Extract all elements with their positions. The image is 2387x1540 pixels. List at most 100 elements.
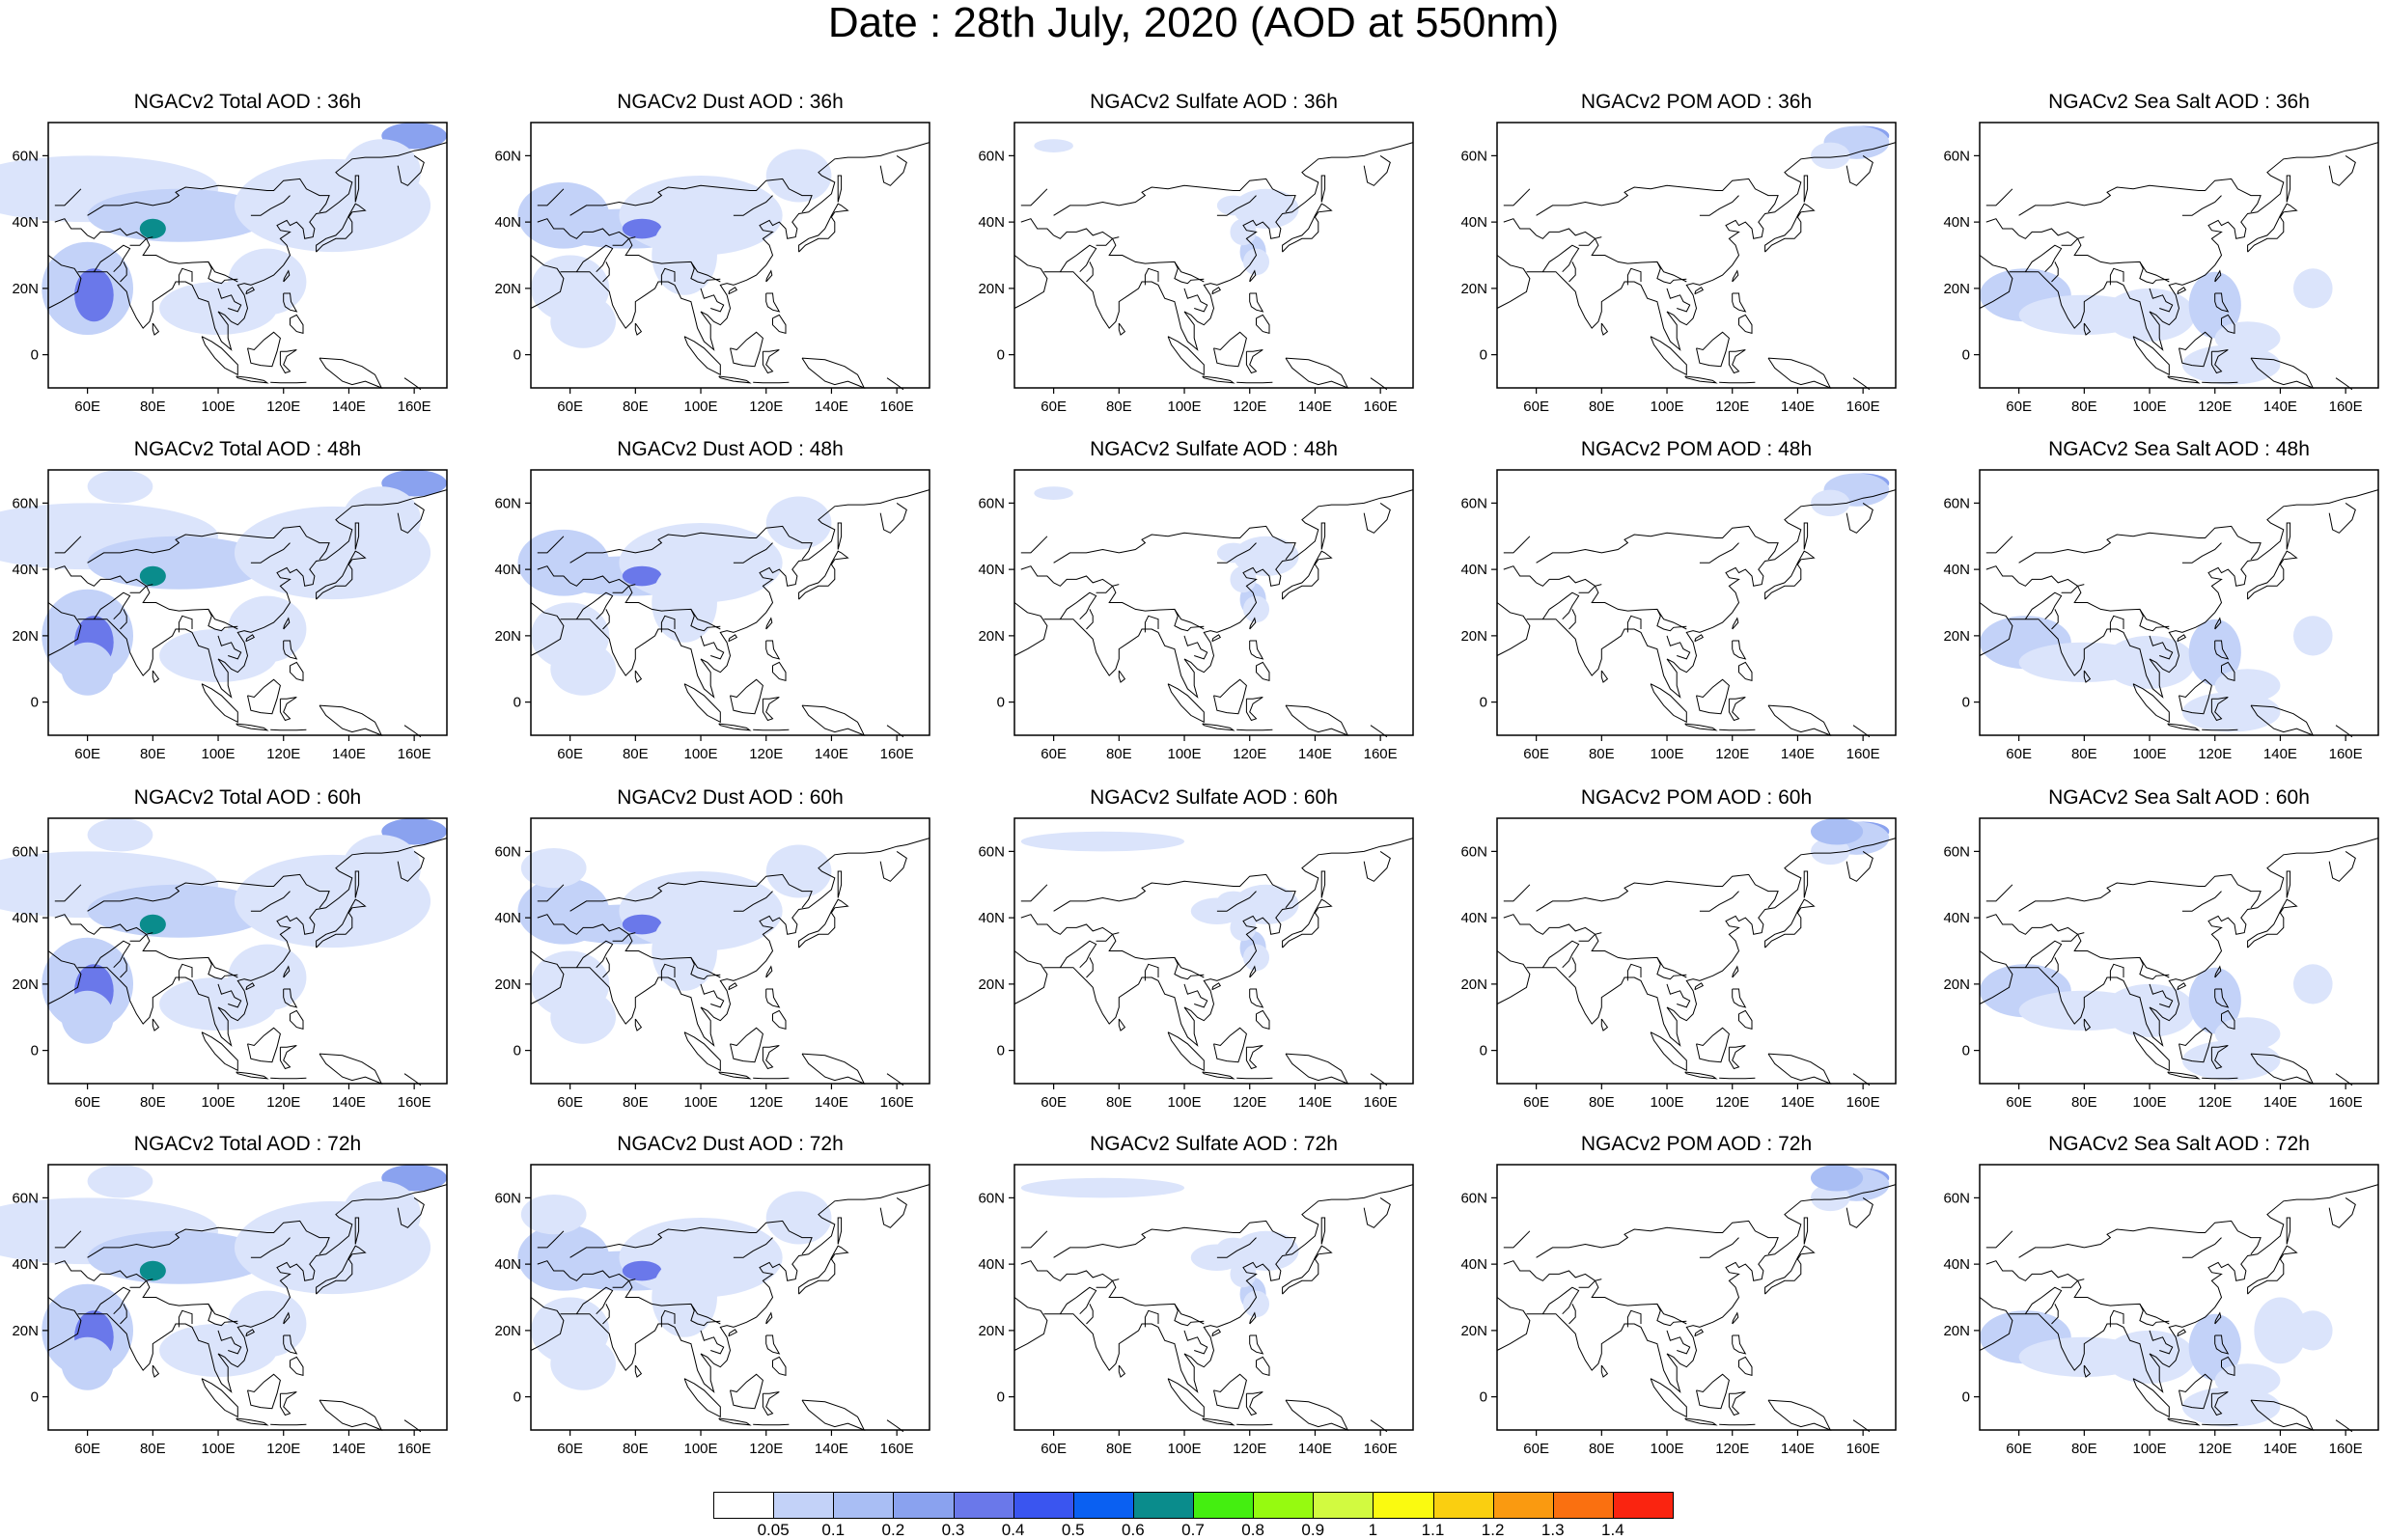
lon-tick-label: 80E <box>140 1094 166 1111</box>
aod-plume <box>2292 964 2333 1004</box>
aod-plume <box>2181 692 2281 732</box>
lon-tick-label: 60E <box>74 1441 100 1457</box>
lat-tick-label: 20N <box>1943 281 1970 297</box>
panel-title: NGACv2 Sea Salt AOD : 72h <box>2048 1133 2310 1155</box>
aod-plume <box>2103 983 2196 1037</box>
main-title: Date : 28th July, 2020 (AOD at 550nm) <box>827 0 1560 46</box>
colorbar-label: 0.6 <box>1122 1521 1145 1539</box>
panel-title: NGACv2 Sulfate AOD : 60h <box>1090 786 1338 809</box>
aod-plume <box>1020 1177 1185 1198</box>
map-frame <box>530 122 930 389</box>
aod-plume <box>1190 897 1243 924</box>
panel-title: NGACv2 Sulfate AOD : 36h <box>1090 91 1338 113</box>
lon-tick-label: 100E <box>1651 746 1684 762</box>
colorbar-swatch <box>1552 1492 1614 1519</box>
lon-tick-label: 80E <box>1589 746 1615 762</box>
lon-tick-label: 140E <box>815 746 848 762</box>
lat-tick-label: 0 <box>1480 347 1487 364</box>
lat-tick-label: 0 <box>1480 1389 1487 1406</box>
lon-tick-label: 140E <box>2263 1094 2297 1111</box>
lon-tick-label: 100E <box>1168 1441 1202 1457</box>
map-panel: 60E 80E 100E 120E 140E 160E 60N 40N 20N 0 <box>1460 469 1897 762</box>
lon-tick-label: 80E <box>2071 399 2097 415</box>
map-frame <box>1979 817 2379 1085</box>
lat-tick-label: 60N <box>1460 843 1487 860</box>
lon-tick-label: 120E <box>749 1094 783 1111</box>
lon-tick-label: 120E <box>749 1441 783 1457</box>
aod-field <box>517 1191 832 1390</box>
aod-plume <box>2181 1387 2281 1427</box>
aod-plume <box>1230 218 1257 246</box>
lat-tick-label: 40N <box>978 562 1005 578</box>
map-panel: 60E 80E 100E 120E 140E 160E 60N 40N 20N 0 <box>1460 817 1897 1111</box>
lon-tick-label: 100E <box>1168 399 1202 415</box>
lat-tick-label: 60N <box>1943 495 1970 511</box>
aod-plume <box>1810 1184 1850 1212</box>
colorbar-label: 0.7 <box>1181 1521 1205 1539</box>
lat-tick-label: 60N <box>978 843 1005 860</box>
map-panel: 60E 80E 100E 120E 140E 160E 60N 40N 20N 0 <box>978 469 1414 762</box>
aod-plume <box>1233 884 1299 924</box>
colorbar-swatch <box>833 1492 895 1519</box>
colorbar-swatch <box>893 1492 955 1519</box>
aod-plume <box>342 139 421 206</box>
lon-tick-label: 100E <box>1168 1094 1202 1111</box>
aod-plume <box>1810 838 1850 866</box>
lon-tick-label: 160E <box>880 1441 914 1457</box>
lon-tick-label: 100E <box>202 1441 236 1457</box>
lat-tick-label: 40N <box>12 910 39 926</box>
aod-field <box>0 1165 448 1390</box>
lon-tick-label: 140E <box>815 1094 848 1111</box>
coastlines <box>1979 489 2379 738</box>
lat-tick-label: 60N <box>978 495 1005 511</box>
map-panel: 60E 80E 100E 120E 140E 160E 60N 40N 20N 0 <box>494 1164 930 1457</box>
aod-field <box>1810 818 1890 866</box>
lon-tick-label: 120E <box>1233 1441 1266 1457</box>
lat-tick-label: 40N <box>978 1256 1005 1273</box>
lat-tick-label: 40N <box>494 562 521 578</box>
colorbar-swatch <box>1612 1492 1674 1519</box>
lat-tick-label: 60N <box>1943 1190 1970 1206</box>
lon-tick-label: 120E <box>266 1094 300 1111</box>
lon-tick-label: 60E <box>557 1441 583 1457</box>
lon-tick-label: 100E <box>684 1441 718 1457</box>
lon-tick-label: 140E <box>1298 1441 1332 1457</box>
coastlines <box>530 142 930 391</box>
panel-title: NGACv2 Total AOD : 48h <box>133 438 362 460</box>
aod-field <box>1810 125 1890 170</box>
lon-tick-label: 100E <box>2133 746 2167 762</box>
lon-tick-label: 160E <box>2329 399 2363 415</box>
map-frame <box>1979 122 2379 389</box>
lon-tick-label: 140E <box>1298 399 1332 415</box>
lat-tick-label: 40N <box>494 214 521 231</box>
colorbar-label: 0.1 <box>821 1521 846 1539</box>
lat-tick-label: 40N <box>1943 910 1970 926</box>
lon-tick-label: 60E <box>1041 399 1067 415</box>
lon-tick-label: 160E <box>398 399 431 415</box>
aod-plume <box>87 188 271 242</box>
lon-tick-label: 160E <box>1364 399 1398 415</box>
lon-tick-label: 100E <box>202 746 236 762</box>
colorbar <box>713 1492 1674 1519</box>
map-frame <box>1013 817 1414 1085</box>
lon-tick-label: 120E <box>266 1441 300 1457</box>
colorbar-swatch <box>1013 1492 1074 1519</box>
colorbar-swatch <box>1313 1492 1374 1519</box>
lon-tick-label: 160E <box>398 1094 431 1111</box>
aod-plume <box>139 565 166 587</box>
lat-tick-label: 40N <box>1943 562 1970 578</box>
aod-plume <box>2254 1297 2307 1364</box>
aod-plume <box>139 218 166 239</box>
lat-tick-label: 60N <box>12 1190 39 1206</box>
lon-tick-label: 160E <box>1364 746 1398 762</box>
lon-tick-label: 60E <box>1041 746 1067 762</box>
aod-plume <box>1242 1290 1270 1318</box>
lat-tick-label: 40N <box>12 214 39 231</box>
map-panel: 60E 80E 100E 120E 140E 160E 60N 40N 20N 0 <box>1460 1164 1897 1457</box>
lon-tick-label: 120E <box>1715 746 1749 762</box>
lat-tick-label: 40N <box>1943 1256 1970 1273</box>
panel-title: NGACv2 Total AOD : 72h <box>133 1133 362 1155</box>
aod-plume <box>1034 139 1073 152</box>
aod-field <box>1980 964 2333 1081</box>
aod-plume <box>2103 288 2196 342</box>
